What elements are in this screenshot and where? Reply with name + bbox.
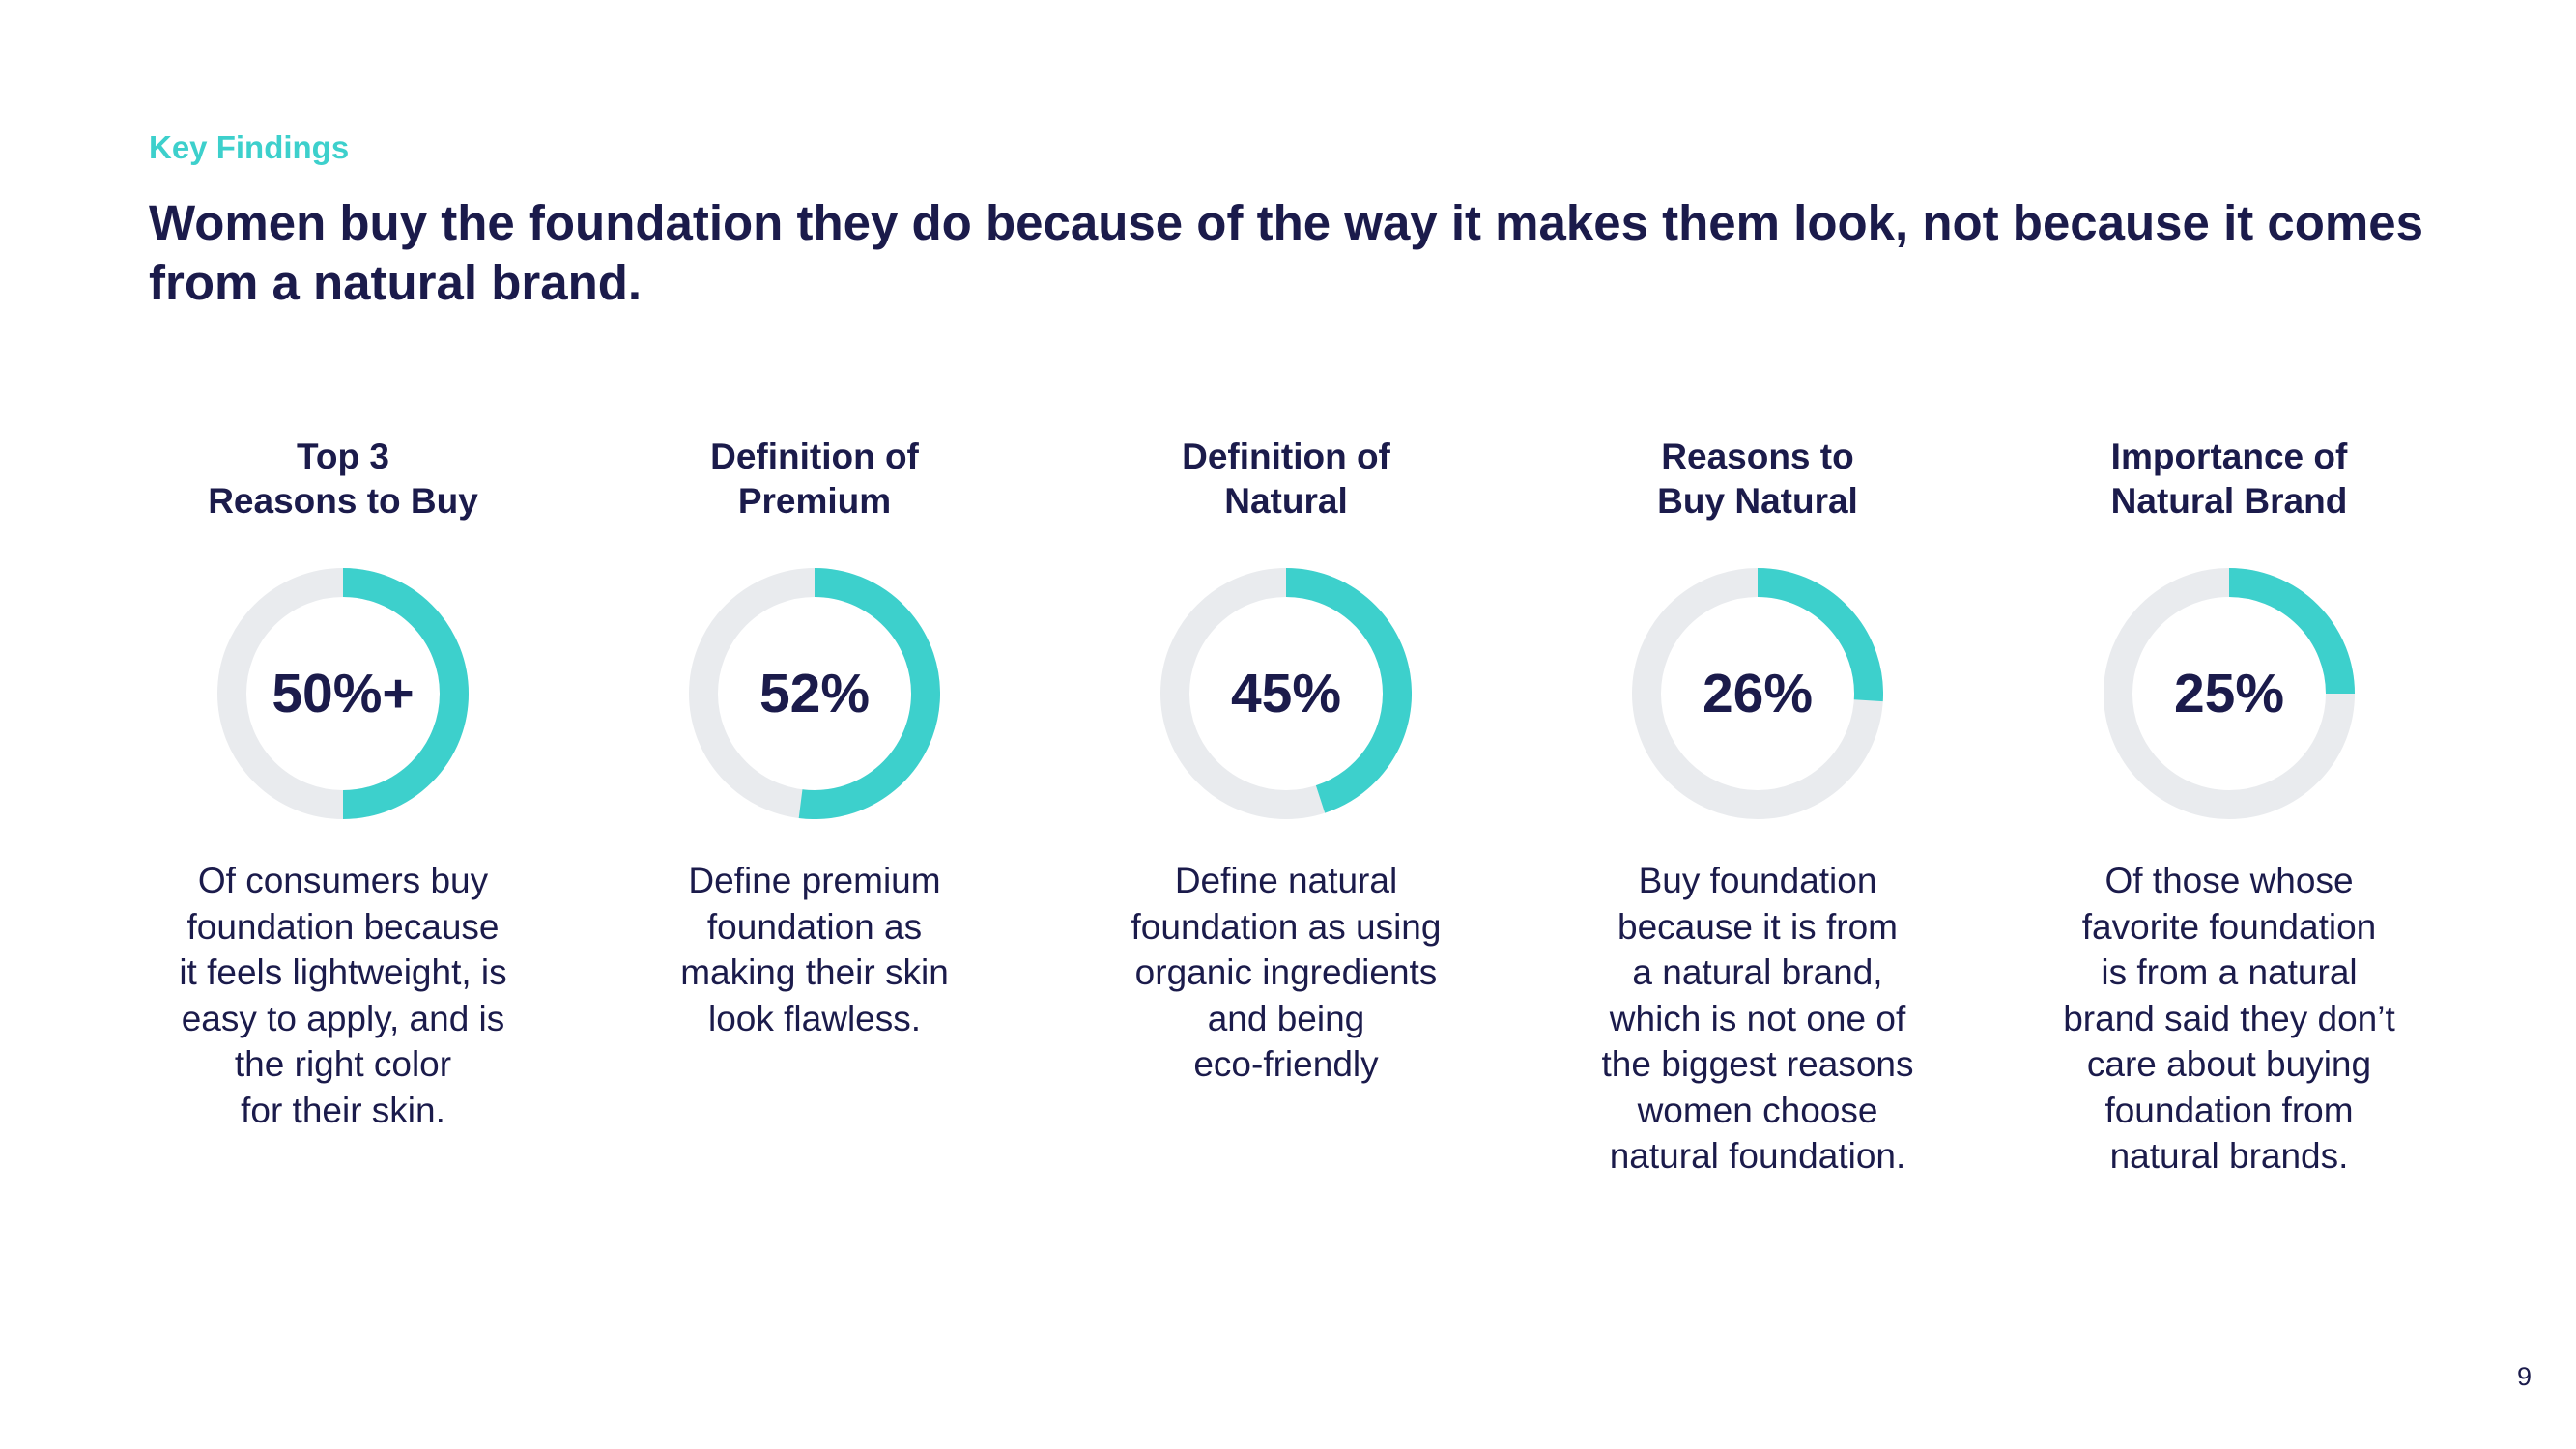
donut-chart: 25% bbox=[2104, 568, 2355, 819]
donut-svg bbox=[1632, 568, 1883, 819]
donut-svg bbox=[217, 568, 469, 819]
donut-chart: 52% bbox=[689, 568, 940, 819]
eyebrow-label: Key Findings bbox=[149, 129, 350, 165]
finding-card-top-reasons: Top 3 Reasons to Buy 50%+ Of consumers b… bbox=[111, 435, 575, 1133]
card-description: Of consumers buy foundation because it f… bbox=[179, 861, 507, 1130]
donut-chart: 45% bbox=[1160, 568, 1412, 819]
donut-value: 50%+ bbox=[272, 663, 415, 724]
donut-value: 45% bbox=[1230, 663, 1342, 724]
card-title: Definition of Natural bbox=[1182, 437, 1390, 521]
page-number: 9 bbox=[2516, 1362, 2532, 1391]
card-title: Importance of Natural Brand bbox=[2110, 437, 2348, 521]
card-description: Of those whose favorite foundation is fr… bbox=[2063, 861, 2395, 1176]
finding-card-buy-natural: Reasons to Buy Natural 26% Buy foundatio… bbox=[1526, 435, 1989, 1179]
donut-value: 25% bbox=[2173, 663, 2285, 724]
donut-svg bbox=[2104, 568, 2355, 819]
card-title: Reasons to Buy Natural bbox=[1657, 437, 1858, 521]
donut-arc bbox=[342, 568, 469, 819]
card-title: Top 3 Reasons to Buy bbox=[208, 437, 478, 521]
finding-card-natural-brand: Importance of Natural Brand 25% Of those… bbox=[1997, 435, 2461, 1179]
donut-chart: 50%+ bbox=[217, 568, 469, 819]
donut-chart: 26% bbox=[1632, 568, 1883, 819]
card-title: Definition of Premium bbox=[710, 437, 919, 521]
finding-card-premium: Definition of Premium 52% Define premium… bbox=[583, 435, 1046, 1041]
page-title: Women buy the foundation they do because… bbox=[149, 195, 2423, 310]
card-description: Buy foundation because it is from a natu… bbox=[1601, 861, 1914, 1176]
donut-arc bbox=[798, 568, 940, 819]
card-description: Define natural foundation as using organ… bbox=[1131, 861, 1442, 1084]
card-description: Define premium foundation as making thei… bbox=[680, 861, 949, 1038]
donut-arc bbox=[1285, 568, 1412, 813]
donut-arc bbox=[1757, 568, 1883, 702]
donut-arc bbox=[2228, 568, 2355, 695]
finding-card-natural: Definition of Natural 45% Define natural… bbox=[1054, 435, 1518, 1088]
donut-svg bbox=[689, 568, 940, 819]
donut-value: 26% bbox=[1702, 663, 1814, 724]
donut-svg bbox=[1160, 568, 1412, 819]
donut-value: 52% bbox=[758, 663, 871, 724]
